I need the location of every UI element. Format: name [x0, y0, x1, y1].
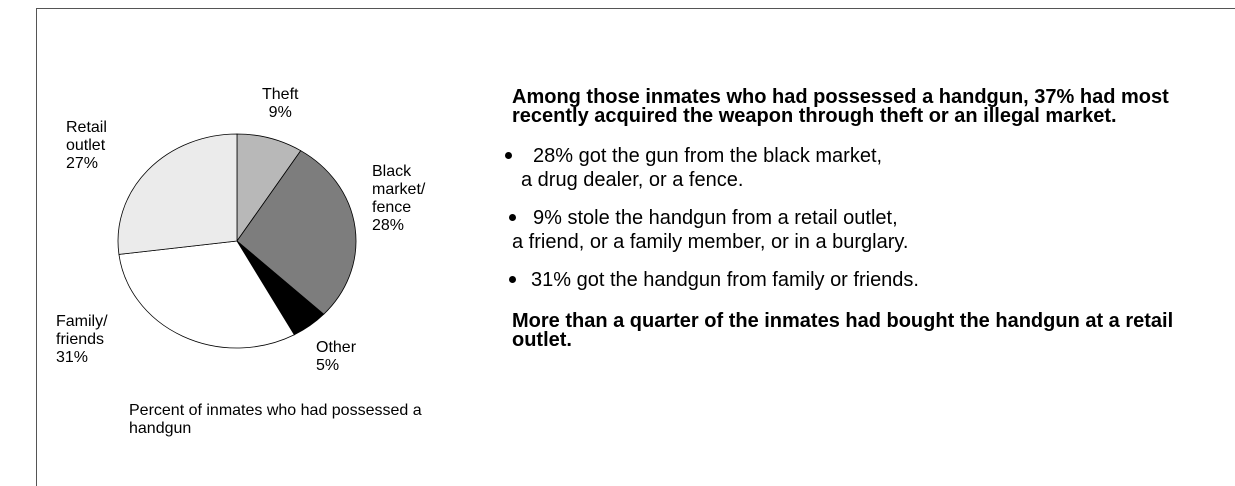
- findings-list: 28% got the gun from the black market, a…: [512, 144, 1212, 292]
- slice-label-retail-outlet: Retail outlet 27%: [66, 119, 107, 173]
- heading-retail-outlet: More than a quarter of the inmates had b…: [512, 312, 1212, 350]
- heading-theft-illegal-market: Among those inmates who had possessed a …: [512, 88, 1212, 126]
- bullet-dot: [509, 276, 516, 283]
- chart-caption: Percent of inmates who had possessed a h…: [129, 402, 429, 438]
- bullet-line: 9% stole the handgun from a retail outle…: [512, 206, 1212, 230]
- pie-chart-area: Theft 9% Black market/ fence 28% Other 5…: [0, 0, 500, 486]
- bullet-stole: 9% stole the handgun from a retail outle…: [512, 206, 1212, 254]
- bullet-line: a drug dealer, or a fence.: [512, 168, 1212, 192]
- slice-label-other: Other 5%: [316, 339, 356, 375]
- bullet-line: 31% got the handgun from family or frien…: [512, 268, 1212, 292]
- bullet-line: a friend, or a family member, or in a bu…: [512, 230, 1212, 254]
- pie-slice-retail-outlet: [118, 134, 237, 254]
- bullet-family-friends: 31% got the handgun from family or frien…: [512, 268, 1212, 292]
- bullet-line: 28% got the gun from the black market,: [512, 144, 1212, 168]
- bullet-dot: [505, 152, 512, 159]
- bullet-dot: [509, 214, 516, 221]
- bullet-black-market: 28% got the gun from the black market, a…: [512, 144, 1212, 192]
- slice-label-family-friends: Family/ friends 31%: [56, 313, 108, 367]
- findings-panel: Among those inmates who had possessed a …: [512, 88, 1212, 350]
- slice-label-black-market: Black market/ fence 28%: [372, 163, 425, 235]
- slice-label-theft: Theft 9%: [262, 86, 298, 122]
